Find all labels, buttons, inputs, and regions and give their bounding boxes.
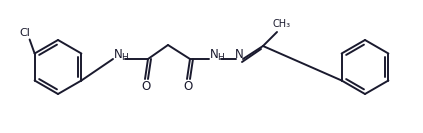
- Text: CH₃: CH₃: [273, 19, 291, 29]
- Text: N: N: [210, 47, 218, 61]
- Text: O: O: [141, 80, 151, 92]
- Text: Cl: Cl: [19, 28, 30, 38]
- Text: N: N: [114, 47, 122, 61]
- Text: O: O: [184, 80, 192, 92]
- Text: N: N: [235, 49, 243, 61]
- Text: H: H: [217, 53, 223, 63]
- Text: H: H: [121, 53, 127, 63]
